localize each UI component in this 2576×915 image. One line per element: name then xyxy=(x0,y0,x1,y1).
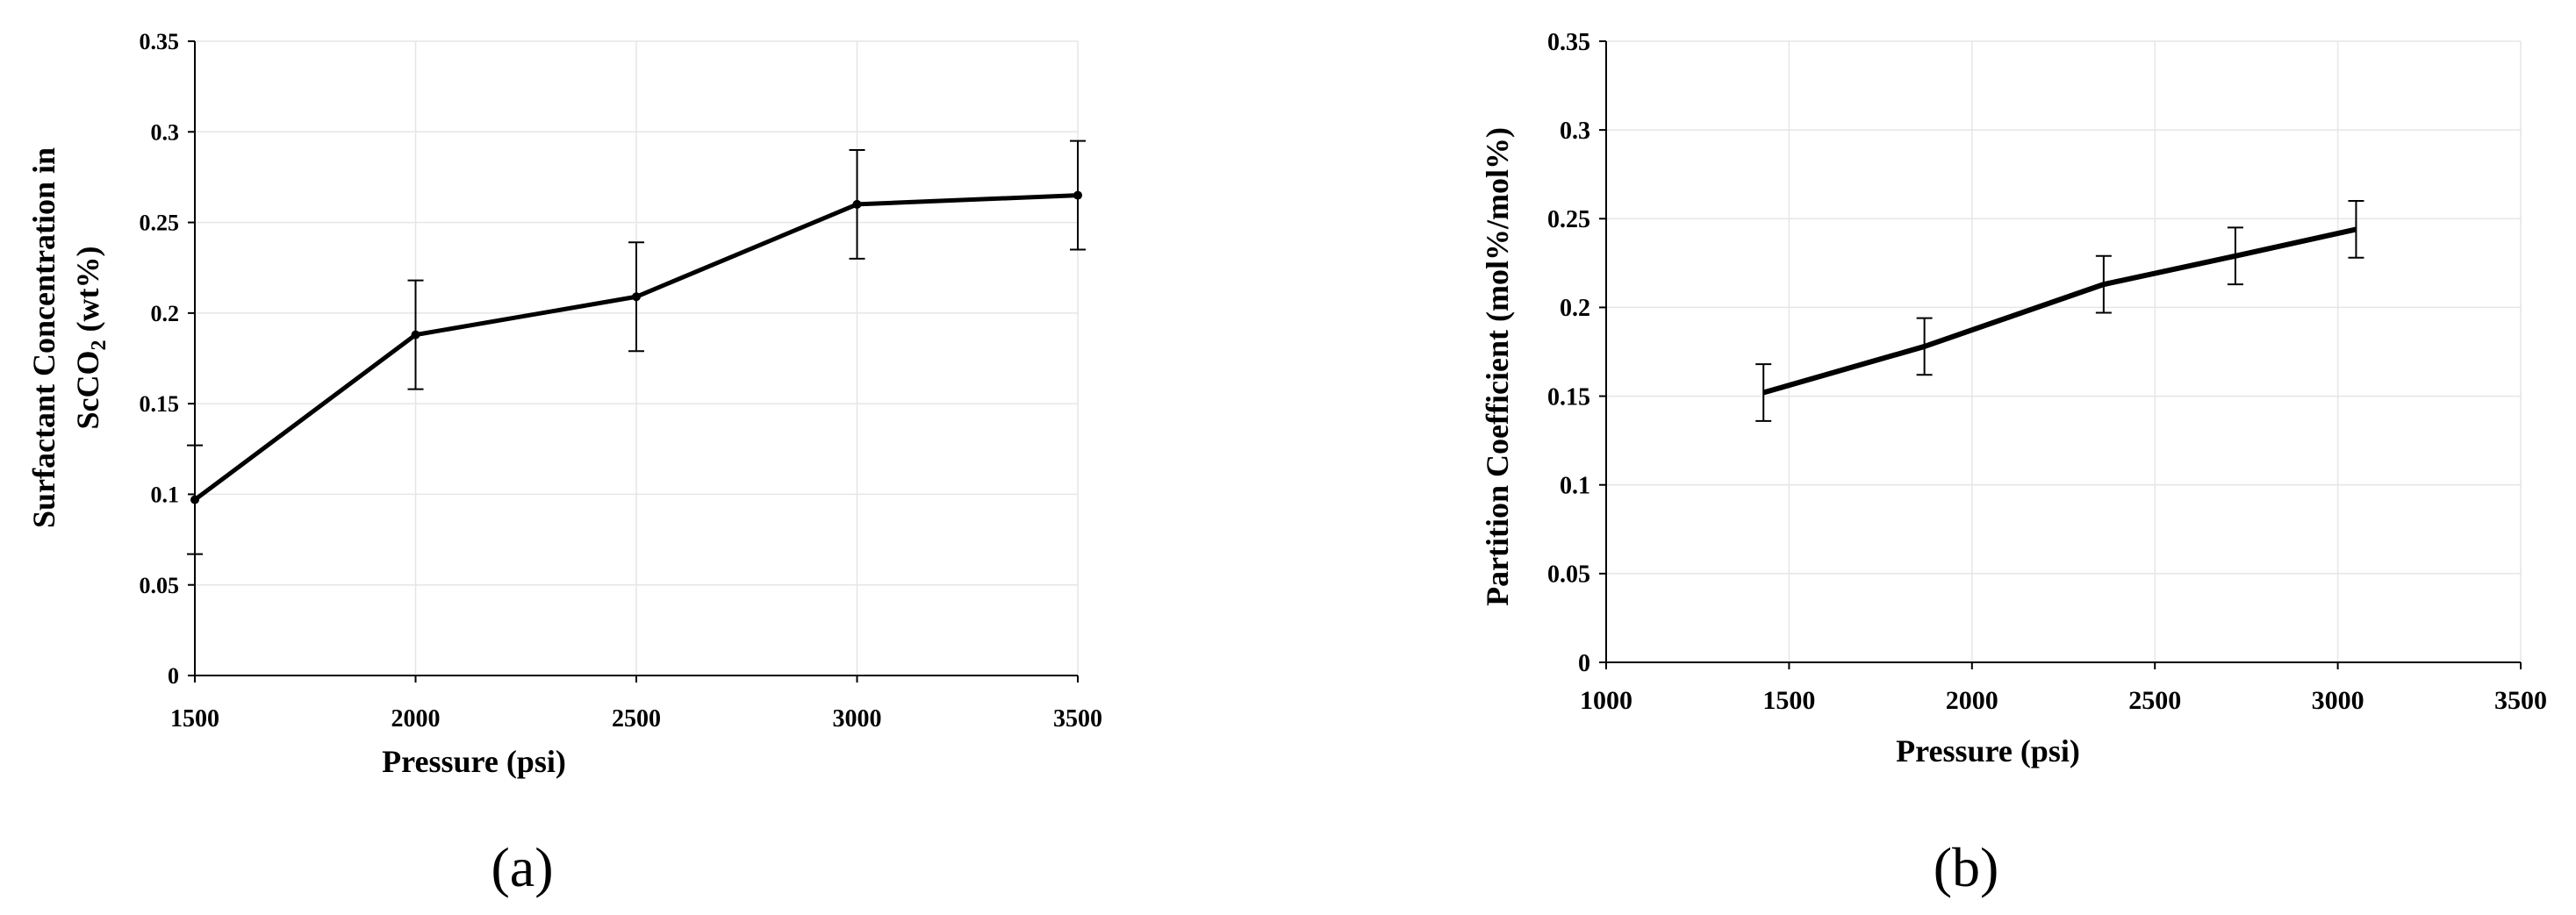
panel-label-a: (a) xyxy=(491,836,553,898)
x-tick-label: 2000 xyxy=(1946,686,1998,715)
x-axis-title-a: Pressure (psi) xyxy=(382,744,566,779)
x-tick-label: 3000 xyxy=(2312,686,2364,715)
data-point xyxy=(852,199,862,209)
y-axis-title-a-line2: ScCO2 (wt%) xyxy=(70,247,111,430)
x-tick-label: 2500 xyxy=(612,705,661,733)
x-tick-label: 1500 xyxy=(170,705,219,733)
y-tick-label: 0.35 xyxy=(140,29,180,54)
x-tick-label: 3500 xyxy=(2494,686,2547,715)
y-tick-label: 0.1 xyxy=(1560,473,1590,500)
data-point xyxy=(411,330,420,340)
x-tick-labels-a: 1500 2000 2500 3000 3500 xyxy=(170,705,1102,733)
y-tick-label: 0 xyxy=(168,663,179,689)
y-axis-title-a-line1: Surfactant Concentration in xyxy=(26,147,61,528)
y-tick-label: 0.1 xyxy=(151,483,180,508)
data-point xyxy=(190,495,199,504)
chart-panel-b: 0 0.05 0.1 0.15 0.2 0.25 0.3 0.35 1000 1500 2000 2… xyxy=(1480,29,2547,898)
axes-b xyxy=(1599,40,2522,669)
x-tick-labels-b: 1000 1500 2000 2500 3000 3500 xyxy=(1580,686,2547,715)
data-points-a xyxy=(190,190,1082,504)
y-tick-label: 0.25 xyxy=(1547,206,1590,233)
gridlines-b xyxy=(1606,40,2522,662)
y-tick-label: 0 xyxy=(1578,650,1590,677)
y-tick-label: 0.3 xyxy=(1560,118,1590,145)
x-tick-label: 2500 xyxy=(2128,686,2181,715)
y-tick-label: 0.3 xyxy=(151,119,180,145)
y-axis-title-a-prefix: ScCO xyxy=(70,350,105,429)
y-tick-label: 0.2 xyxy=(151,301,180,326)
error-bars-b xyxy=(1755,200,2364,422)
y-axis-title-b: Partition Coefficient (mol%/mol%) xyxy=(1480,127,1515,606)
x-tick-label: 3500 xyxy=(1053,705,1102,733)
y-axis-title-a-suffix: (wt%) xyxy=(70,247,105,340)
panel-label-b: (b) xyxy=(1934,836,1999,898)
y-tick-labels-b: 0 0.05 0.1 0.15 0.2 0.25 0.3 0.35 xyxy=(1547,29,1590,677)
x-tick-label: 1500 xyxy=(1762,686,1815,715)
y-tick-label: 0.05 xyxy=(140,573,180,598)
y-axis-title-a: Surfactant Concentration in xyxy=(26,147,61,528)
data-point xyxy=(1073,190,1082,200)
y-tick-label: 0.15 xyxy=(1547,383,1590,411)
x-axis-title-b: Pressure (psi) xyxy=(1896,733,2080,768)
data-point xyxy=(632,292,641,302)
y-tick-label: 0.35 xyxy=(1547,29,1590,56)
x-tick-label: 3000 xyxy=(833,705,882,733)
gridlines-a xyxy=(195,40,1079,676)
series-line-b xyxy=(1762,226,2357,396)
y-tick-labels-a: 0 0.05 0.1 0.15 0.2 0.25 0.3 0.35 xyxy=(140,29,180,689)
y-tick-label: 0.2 xyxy=(1560,295,1590,322)
y-tick-label: 0.25 xyxy=(140,211,180,236)
axes-a xyxy=(188,40,1079,683)
y-tick-label: 0.05 xyxy=(1547,561,1590,589)
chart-panel-a: 0 0.05 0.1 0.15 0.2 0.25 0.3 0.35 1500 2000 2500 3… xyxy=(26,29,1102,898)
y-tick-label: 0.15 xyxy=(140,391,180,417)
x-tick-label: 1000 xyxy=(1580,686,1632,715)
x-tick-label: 2000 xyxy=(391,705,441,733)
y-axis-title-a-sub: 2 xyxy=(88,340,111,350)
